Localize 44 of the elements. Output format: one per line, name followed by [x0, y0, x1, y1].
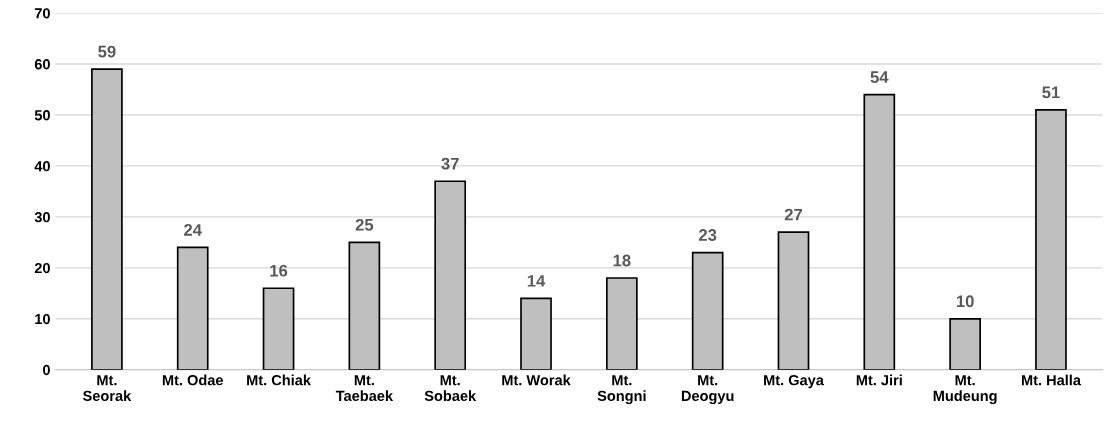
data-label: 27 [784, 208, 803, 221]
bar [691, 251, 724, 370]
x-tick-label: Mt. Worak [502, 374, 571, 386]
bar [91, 68, 123, 370]
data-label: 24 [184, 224, 202, 236]
bar [176, 246, 209, 370]
data-label: 10 [956, 295, 974, 308]
x-tick-label: Mt. Seorak [82, 375, 132, 402]
data-label: 16 [270, 264, 288, 277]
bar [777, 231, 810, 370]
x-tick-label: Mt. Songni [597, 375, 646, 404]
y-tick-label: 10 [35, 313, 50, 325]
y-tick-label: 30 [34, 211, 50, 223]
bar [348, 241, 381, 370]
x-tick-label: Mt. Mudeung [933, 375, 997, 404]
x-tick-label: Mt. Odae [162, 374, 224, 386]
y-tick-label: 20 [34, 262, 50, 274]
bar [262, 287, 295, 370]
y-tick-label: 60 [34, 59, 50, 70]
data-label: 59 [98, 45, 116, 58]
y-tick-label: 40 [34, 161, 50, 172]
bar [949, 317, 981, 370]
x-tick-label: Mt. Taebaek [335, 375, 394, 402]
data-label: 54 [870, 71, 889, 83]
data-label: 23 [698, 229, 717, 241]
x-tick-label: Mt. Jiri [856, 374, 902, 386]
x-tick-label: Mt. Gaya [764, 375, 824, 389]
bar [863, 93, 896, 370]
y-tick-label: 50 [34, 110, 50, 121]
bar [605, 277, 638, 370]
x-tick-label: Mt. Sobaek [424, 375, 477, 402]
x-tick-label: Mt. Halla [1021, 374, 1082, 386]
data-label: 25 [355, 218, 374, 231]
data-label: 18 [613, 254, 631, 267]
bar [520, 297, 552, 370]
bar [434, 180, 467, 370]
data-label: 14 [527, 275, 546, 287]
y-tick-label: 0 [43, 364, 50, 376]
y-tick-label: 70 [34, 8, 50, 19]
x-tick-label: Mt. Deogyu [681, 375, 734, 404]
data-label: 51 [1042, 86, 1060, 99]
bar [1035, 109, 1067, 370]
data-label: 37 [441, 157, 459, 170]
x-tick-label: Mt. Chiak [247, 374, 311, 386]
